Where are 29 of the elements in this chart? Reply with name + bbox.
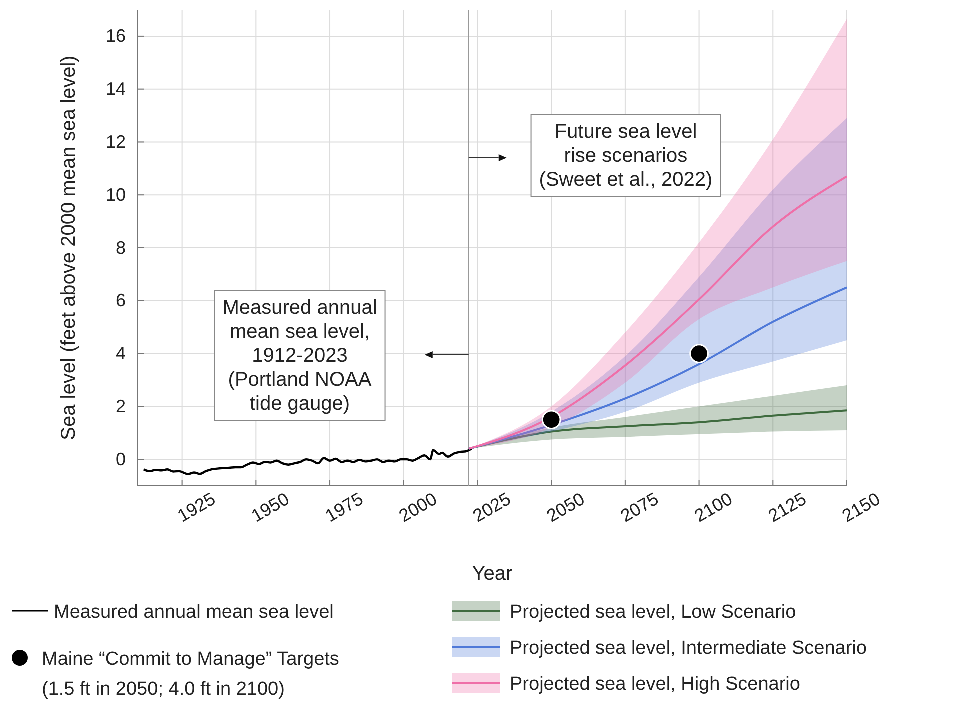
x-tick-label: 1925: [174, 488, 219, 526]
x-tick-label: 2025: [470, 488, 514, 526]
x-tick-label: 1950: [248, 488, 293, 526]
y-tick-label: 16: [106, 26, 126, 46]
x-tick-label: 2150: [838, 488, 884, 526]
x-tick-label: 1975: [322, 488, 367, 526]
y-tick-label: 10: [106, 184, 126, 205]
line-series: [142, 448, 473, 476]
x-tick-label: 2125: [765, 488, 810, 526]
legend-label: Projected sea level, Low Scenario: [510, 602, 796, 623]
legend-label: Projected sea level, High Scenario: [510, 674, 800, 695]
annotation: Future sea level rise scenarios (Sweet et al., 2022): [539, 121, 713, 191]
x-tick-label: 2050: [544, 488, 588, 526]
annotation: Measured annual mean sea level, 1912-2023 (Portland NOAA tide gauge): [222, 297, 378, 415]
y-tick-label: 2: [116, 396, 126, 416]
legend-label: Projected sea level, Intermediate Scenario: [510, 638, 867, 659]
y-tick-label: 8: [116, 238, 126, 258]
x-tick-label: 2100: [691, 488, 736, 526]
x-tick-label: 2000: [396, 488, 440, 526]
y-axis-title: Sea level (feet above 2000 mean sea level): [58, 56, 80, 440]
x-axis-title: Year: [472, 563, 514, 585]
y-tick-label: 14: [106, 79, 126, 100]
y-tick-label: 12: [106, 132, 126, 152]
y-tick-label: 4: [116, 344, 126, 364]
legend-label: Measured annual mean sea level: [54, 602, 334, 623]
legend-label: Maine “Commit to Manage” Targets (1.5 ft in 2050; 4.0 ft in 2100): [42, 649, 340, 700]
x-tick-label: 2075: [617, 488, 662, 526]
y-tick-label: 6: [116, 290, 126, 311]
y-tick-label: 0: [116, 449, 126, 470]
